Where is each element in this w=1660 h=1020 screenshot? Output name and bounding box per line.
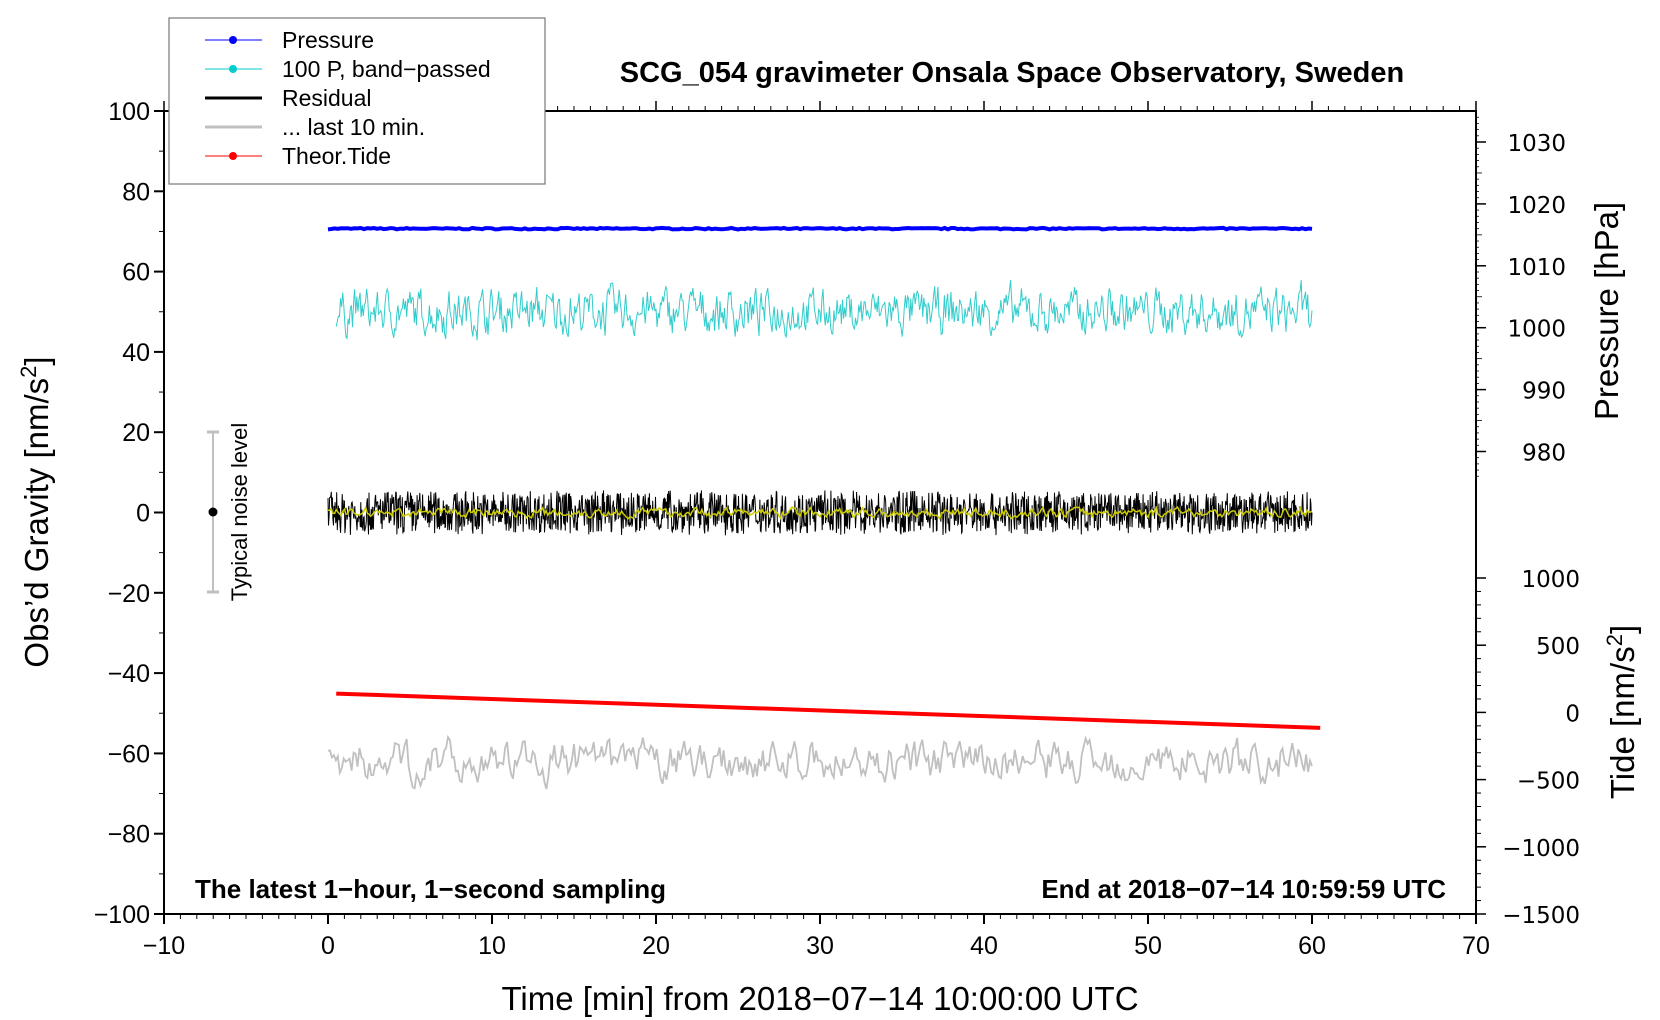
noise-level-label: Typical noise level	[227, 423, 252, 602]
legend-label: ... last 10 min.	[282, 114, 425, 140]
y-tick-label: −80	[108, 821, 150, 849]
pressure-tick-label: 980	[1522, 441, 1566, 467]
x-tick-label: 0	[321, 932, 335, 960]
band-passed-pressure-line	[335, 279, 1313, 341]
x-tick-label: 40	[970, 932, 998, 960]
legend-label: Residual	[282, 85, 372, 111]
theor-tide-line	[336, 691, 1321, 730]
x-axis-label: Time [min] from 2018−07−14 10:00:00 UTC	[501, 980, 1138, 1017]
noise-level-dot	[208, 507, 218, 517]
legend-label: Theor.Tide	[282, 143, 391, 169]
chart-title: SCG_054 gravimeter Onsala Space Observat…	[620, 57, 1404, 89]
y-tick-label: −60	[108, 740, 150, 768]
y-tick-label: 100	[108, 98, 150, 126]
tide-axis-label: Tide [nm/s2]	[1602, 625, 1641, 799]
y-tick-label: −40	[108, 660, 150, 688]
annotation-left: The latest 1−hour, 1−second sampling	[195, 874, 666, 904]
legend: Pressure 100 P, band−passed Residual ... la…	[168, 17, 546, 185]
y-tick-label: 60	[122, 259, 150, 287]
legend-marker	[229, 36, 237, 44]
x-tick-label: 10	[478, 932, 506, 960]
tide-tick-label: 500	[1536, 634, 1580, 660]
tide-tick-label: 0	[1565, 701, 1580, 727]
y-tick-label: 0	[136, 500, 150, 528]
x-tick-label: −10	[143, 932, 185, 960]
pressure-tick-label: 1020	[1507, 193, 1566, 219]
series-group	[327, 225, 1321, 790]
tide-tick-label: −1000	[1502, 836, 1580, 862]
pressure-tick-label: 990	[1522, 379, 1566, 405]
pressure-tick-label: 1010	[1507, 255, 1566, 281]
residual-smoothed-line	[327, 505, 1313, 521]
legend-marker	[229, 152, 237, 160]
pressure-tick-label: 1030	[1507, 131, 1566, 157]
y-axis-label: Obs’d Gravity [nm/s2]	[16, 356, 55, 667]
pressure-axis-label: Pressure [hPa]	[1588, 202, 1625, 420]
legend-label: 100 P, band−passed	[282, 56, 491, 82]
y-tick-label: 80	[122, 178, 150, 206]
x-tick-label: 20	[642, 932, 670, 960]
plot-frame	[163, 110, 1477, 915]
last-10-min-line	[327, 734, 1313, 790]
legend-label: Pressure	[282, 27, 374, 53]
x-tick-label: 70	[1462, 932, 1490, 960]
y-tick-label: 20	[122, 419, 150, 447]
x-tick-label: 60	[1298, 932, 1326, 960]
pressure-tick-label: 1000	[1507, 317, 1566, 343]
residual-line	[327, 490, 1313, 536]
tide-tick-label: −1500	[1502, 903, 1580, 929]
y-tick-label: −20	[108, 580, 150, 608]
x-tick-label: 30	[806, 932, 834, 960]
x-tick-label: 50	[1134, 932, 1162, 960]
tide-tick-label: 1000	[1521, 567, 1580, 593]
annotation-right: End at 2018−07−14 10:59:59 UTC	[1041, 874, 1446, 904]
tide-tick-label: −500	[1517, 769, 1580, 795]
y-tick-label: 40	[122, 339, 150, 367]
legend-marker	[229, 65, 237, 73]
axis-ticks: −10 0 10 20 30 40 50 60 70−100−80−60−40−20020406…	[94, 98, 1580, 960]
y-tick-label: −100	[94, 901, 150, 929]
noise-level-indicator: Typical noise level	[207, 423, 252, 602]
pressure-line	[327, 225, 1313, 232]
